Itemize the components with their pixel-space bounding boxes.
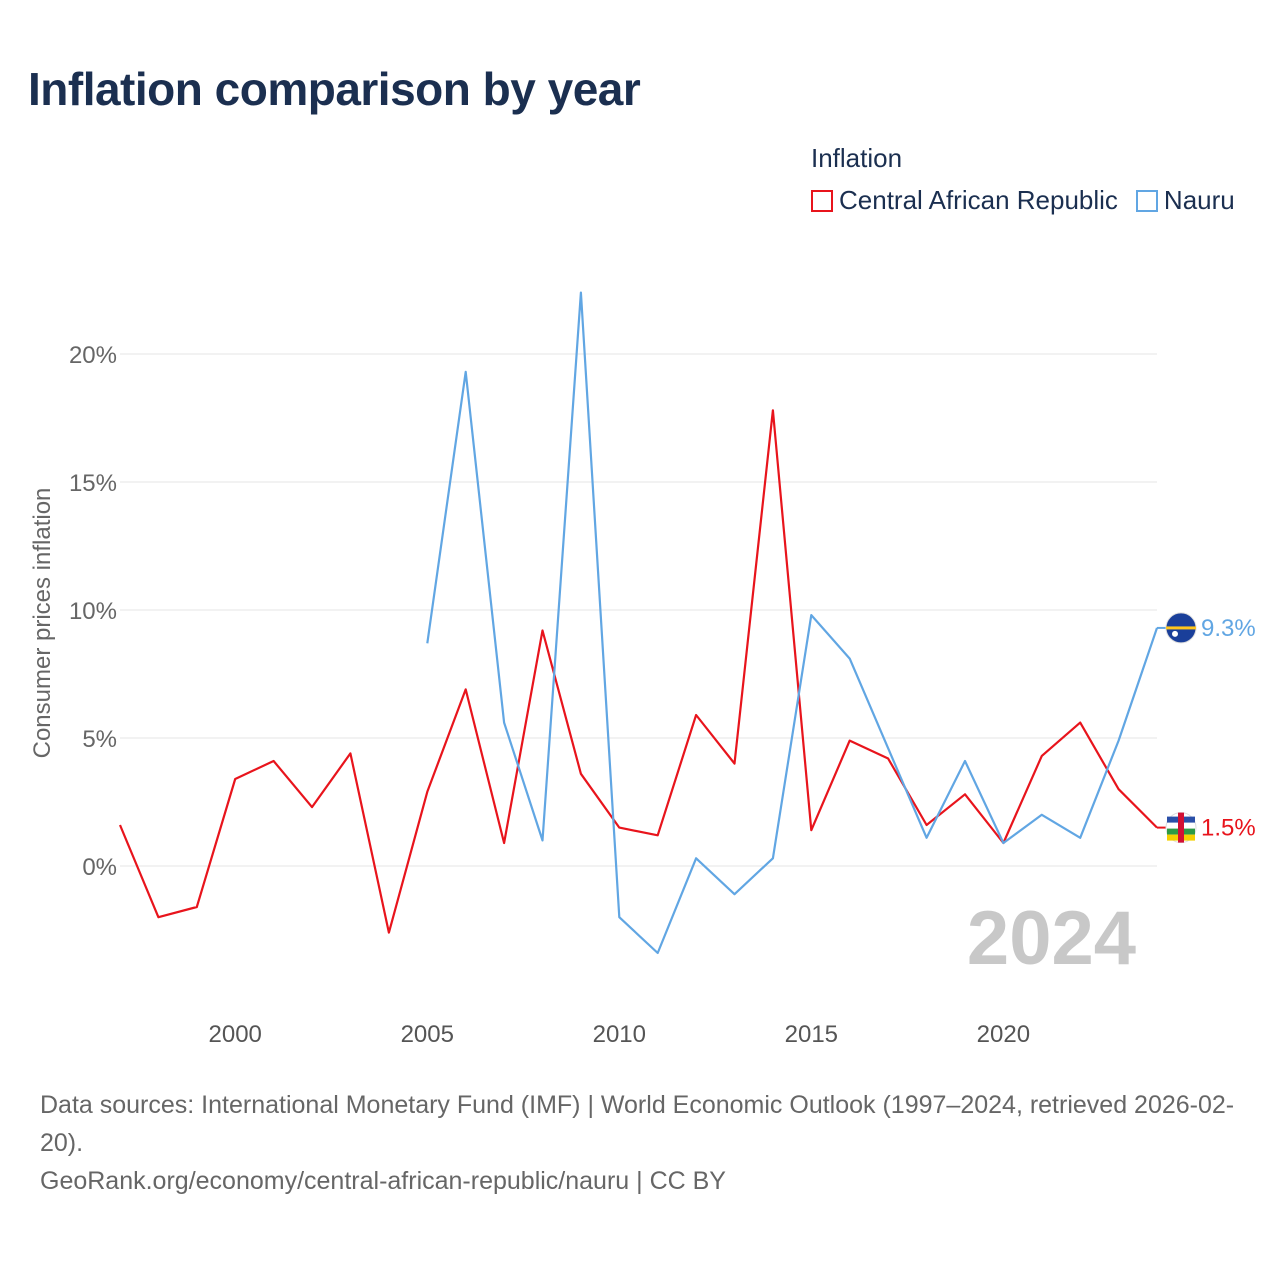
y-axis-label: Consumer prices inflation (29, 488, 56, 759)
legend: Central African Republic Nauru (811, 185, 1235, 216)
y-tick-label: 15% (69, 470, 117, 497)
flag-stripe (1166, 626, 1196, 630)
end-value-label-central-african-republic: 1.5% (1201, 815, 1256, 842)
legend-item-nauru[interactable]: Nauru (1135, 185, 1235, 216)
legend-title: Inflation (811, 143, 903, 173)
footer-sources: Data sources: International Monetary Fun… (40, 1091, 1235, 1157)
x-tick-label: 2000 (209, 1021, 262, 1048)
series-lines (118, 291, 1159, 955)
flag-star (1172, 630, 1178, 637)
series-line-nauru (426, 291, 1159, 955)
x-tick-label: 2015 (785, 1021, 838, 1048)
y-tick-label: 20% (69, 342, 117, 369)
x-tick-label: 2020 (977, 1021, 1030, 1048)
legend-swatch-nauru (1135, 189, 1158, 212)
legend-label-nauru: Nauru (1163, 185, 1235, 215)
y-tick-label: 10% (69, 598, 117, 625)
footer-credit[interactable]: GeoRank.org/economy/central-african-repu… (40, 1167, 726, 1195)
legend-item-central-african-republic[interactable]: Central African Republic (811, 185, 1118, 216)
y-tick-label: 5% (82, 726, 117, 753)
x-tick-label: 2010 (593, 1021, 646, 1048)
x-tick-label: 2005 (401, 1021, 454, 1048)
flag-stripe (1178, 812, 1184, 843)
x-axis-ticks: 2000 2005 2010 2015 2020 (209, 1021, 1031, 1048)
gridlines (120, 353, 1157, 867)
y-tick-label: 0% (82, 854, 117, 881)
legend-swatch-central-african-republic (811, 189, 833, 212)
year-watermark: 2024 (967, 896, 1136, 981)
y-axis-ticks: 0% 5% 10% 15% 20% (69, 342, 117, 881)
line-chart: 0% 5% 10% 15% 20% 2000 2005 2010 2015 2020 Consu… (29, 291, 1256, 1048)
series-line-central-african-republic (118, 409, 1158, 934)
legend-label-central-african-republic: Central African Republic (839, 185, 1118, 215)
end-markers: 1.5% 9.3% (1157, 612, 1256, 844)
chart-title: Inflation comparison by year (28, 63, 641, 115)
footer: Data sources: International Monetary Fun… (40, 1086, 1250, 1200)
end-value-label-nauru: 9.3% (1201, 615, 1256, 642)
